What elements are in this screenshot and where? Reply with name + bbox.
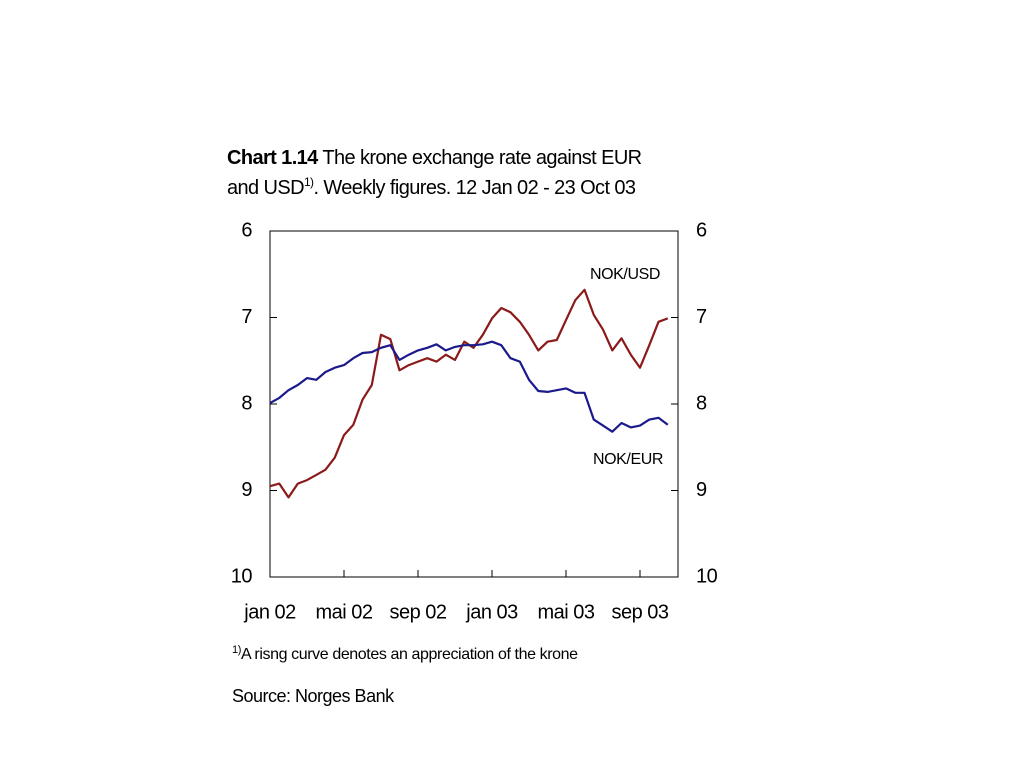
series-line [269, 340, 669, 433]
y2-tick-label: 9 [696, 479, 707, 501]
y2-tick-label: 8 [696, 392, 707, 414]
chart-title: Chart 1.14 The krone exchange rate again… [227, 147, 642, 169]
y2-tick-label: 7 [696, 306, 707, 328]
title-text: and USD [227, 177, 304, 199]
title-bold: Chart 1.14 [227, 147, 319, 169]
x-tick-label: sep 02 [389, 601, 446, 623]
title-text: . Weekly figures. 12 Jan 02 - 23 Oct 03 [313, 177, 635, 199]
series-label: NOK/EUR [593, 451, 663, 468]
footnote-text: A risng curve denotes an appreciation of… [241, 646, 578, 663]
chart-title-line2: and USD1). Weekly figures. 12 Jan 02 - 2… [227, 175, 636, 199]
y2-tick-label: 6 [696, 219, 707, 241]
x-tick-label: mai 03 [537, 601, 594, 623]
x-tick-label: jan 03 [465, 601, 518, 623]
y-tick-label: 8 [241, 392, 252, 414]
y2-tick-label: 10 [696, 565, 718, 587]
series-label: NOK/USD [590, 266, 660, 283]
y-tick-label: 6 [241, 219, 252, 241]
footnote: 1)A risng curve denotes an appreciation … [232, 644, 578, 663]
y-tick-label: 10 [231, 565, 253, 587]
source: Source: Norges Bank [232, 686, 395, 706]
y-tick-label: 7 [241, 306, 252, 328]
title-superscript: 1) [304, 175, 314, 189]
x-tick-label: jan 02 [243, 601, 296, 623]
footnote-superscript: 1) [232, 644, 241, 656]
x-tick-label: sep 03 [611, 601, 668, 623]
x-tick-label: mai 02 [315, 601, 372, 623]
y-tick-label: 9 [241, 479, 252, 501]
title-text: The krone exchange rate against EUR [322, 147, 641, 169]
